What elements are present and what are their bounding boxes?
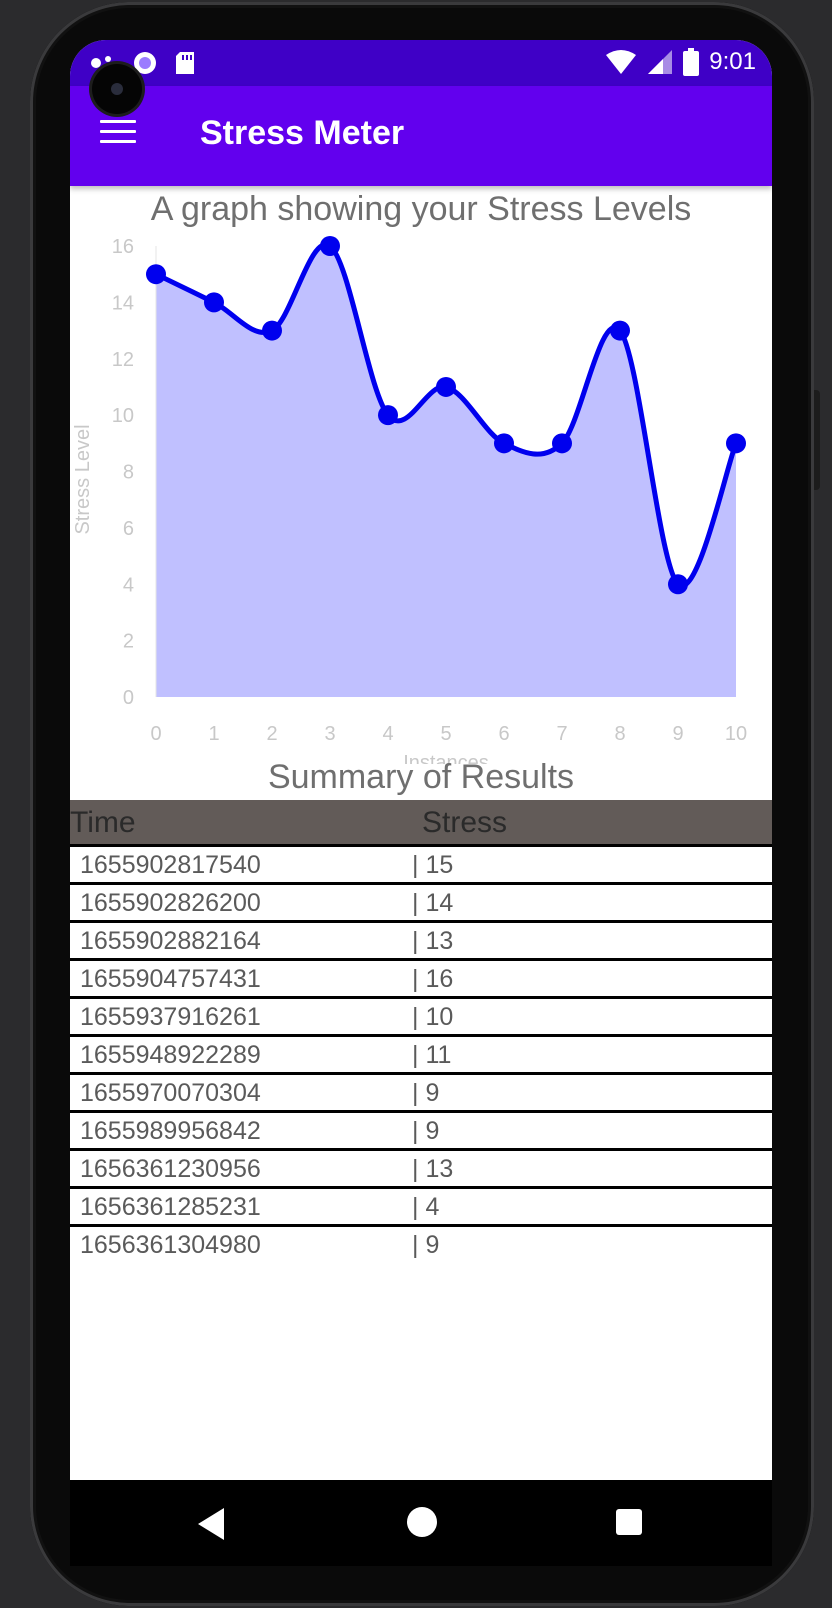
table-row: 1656361285231 | 4	[70, 1189, 772, 1227]
column-header-time: Time	[70, 806, 136, 839]
home-icon[interactable]	[407, 1507, 437, 1537]
y-tick-label: 0	[123, 687, 134, 709]
x-tick-label: 2	[266, 723, 277, 745]
y-tick-label: 14	[112, 292, 134, 314]
y-tick-label: 12	[112, 349, 134, 371]
x-tick-label: 6	[498, 723, 509, 745]
table-row: 1655902882164 | 13	[70, 923, 772, 961]
results-table-body: 1655902817540 | 15 1655902826200 | 14 165590…	[70, 847, 772, 1262]
column-header-stress: Stress	[422, 806, 508, 839]
data-point	[494, 433, 514, 454]
data-point	[320, 236, 340, 256]
x-tick-label: 10	[725, 723, 747, 745]
power-button	[814, 390, 820, 490]
y-tick-label: 6	[123, 518, 134, 540]
results-table-header: Time Stress	[70, 800, 772, 847]
y-tick-label: 4	[123, 574, 134, 596]
cell-time: 1655937916261	[80, 1003, 261, 1031]
data-point	[146, 264, 166, 285]
cell-stress: | 10	[412, 1003, 454, 1031]
dots-icon	[91, 56, 111, 68]
cell-time: 1655948922289	[80, 1041, 261, 1069]
table-row: 1655904757431 | 16	[70, 961, 772, 999]
chart-title: A graph showing your Stress Levels	[150, 190, 692, 228]
cell-stress: | 16	[412, 965, 454, 993]
front-camera	[92, 64, 142, 114]
data-point	[610, 320, 630, 341]
sd-card-icon	[176, 52, 194, 74]
x-tick-label: 0	[150, 723, 161, 745]
cell-time: 1655902882164	[80, 927, 261, 955]
cell-time: 1656361304980	[80, 1231, 261, 1259]
status-bar: 9:01	[70, 40, 772, 86]
x-tick-label: 8	[614, 723, 625, 745]
table-row: 1655989956842 | 9	[70, 1113, 772, 1151]
data-point	[204, 292, 224, 313]
status-clock: 9:01	[709, 48, 756, 75]
data-point	[378, 405, 398, 426]
navigation-bar	[70, 1480, 772, 1566]
data-point	[552, 433, 572, 454]
cell-stress: | 9	[412, 1079, 440, 1107]
cell-stress: | 13	[412, 927, 454, 955]
cell-stress: | 9	[412, 1231, 440, 1259]
x-tick-label: 9	[672, 723, 683, 745]
app-bar: Stress Meter	[70, 86, 772, 186]
cell-time: 1655902817540	[80, 851, 261, 879]
cell-stress: | 11	[412, 1041, 452, 1069]
wifi-icon	[606, 50, 637, 74]
table-row: 1655902826200 | 14	[70, 885, 772, 923]
y-tick-label: 16	[112, 236, 134, 258]
y-axis-label: Stress Level	[72, 424, 94, 534]
status-notifications	[90, 50, 196, 76]
cell-stress: | 14	[412, 889, 454, 917]
signal-icon	[648, 50, 673, 74]
recents-icon[interactable]	[616, 1509, 642, 1535]
x-tick-label: 3	[324, 723, 335, 745]
table-row: 1655948922289 | 11	[70, 1037, 772, 1075]
y-tick-label: 2	[123, 631, 134, 653]
data-point	[262, 320, 282, 341]
x-tick-label: 5	[440, 723, 451, 745]
data-point	[436, 376, 456, 397]
cell-stress: | 9	[412, 1117, 440, 1145]
stress-area-fill	[156, 244, 736, 698]
table-row: 1655970070304 | 9	[70, 1075, 772, 1113]
data-point	[668, 574, 688, 595]
hamburger-menu-icon[interactable]	[100, 120, 136, 148]
table-row: 1655902817540 | 15	[70, 847, 772, 885]
cell-time: 1655904757431	[80, 965, 261, 993]
cell-time: 1655970070304	[80, 1079, 261, 1107]
x-tick-label: 7	[556, 723, 567, 745]
status-system: 9:01	[605, 48, 756, 76]
cell-time: 1656361285231	[80, 1193, 261, 1221]
cell-stress: | 4	[412, 1193, 440, 1221]
record-icon	[134, 52, 156, 74]
cell-time: 1655902826200	[80, 889, 261, 917]
table-row: 1656361304980 | 9	[70, 1227, 772, 1262]
table-row: 1656361230956 | 13	[70, 1151, 772, 1189]
cell-stress: | 13	[412, 1155, 454, 1183]
cell-time: 1655989956842	[80, 1117, 261, 1145]
app-title: Stress Meter	[200, 114, 405, 152]
screen: 9:01 Stress Meter A graph showing your S…	[70, 40, 772, 1480]
x-tick-label: 1	[208, 723, 219, 745]
cell-time: 1656361230956	[80, 1155, 261, 1183]
x-axis-label: Instances	[403, 752, 489, 764]
back-icon[interactable]	[198, 1508, 224, 1540]
y-tick-label: 8	[123, 462, 134, 484]
cell-stress: | 15	[412, 851, 454, 879]
table-row: 1655937916261 | 10	[70, 999, 772, 1037]
data-point	[726, 433, 746, 454]
x-tick-label: 4	[382, 723, 393, 745]
summary-title: Summary of Results	[267, 758, 575, 796]
battery-icon	[683, 48, 700, 76]
y-tick-label: 10	[112, 405, 134, 427]
